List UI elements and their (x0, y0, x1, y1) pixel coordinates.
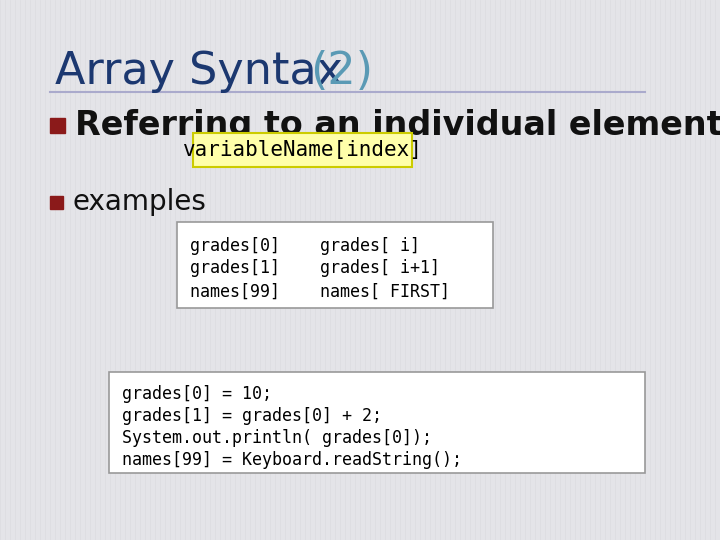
FancyBboxPatch shape (109, 372, 645, 473)
Text: grades[1] = grades[0] + 2;: grades[1] = grades[0] + 2; (122, 407, 382, 425)
Text: Array Syntax: Array Syntax (55, 50, 357, 93)
Text: Referring to an individual element: Referring to an individual element (75, 109, 720, 141)
Bar (50, 118, 65, 132)
Text: (2): (2) (310, 50, 373, 93)
Text: examples: examples (72, 188, 206, 216)
Text: grades[0] = 10;: grades[0] = 10; (122, 385, 272, 403)
Text: names[99]    names[ FIRST]: names[99] names[ FIRST] (190, 282, 450, 300)
Text: grades[1]    grades[ i+1]: grades[1] grades[ i+1] (190, 259, 440, 278)
Bar (50, 195, 63, 208)
Text: grades[0]    grades[ i]: grades[0] grades[ i] (190, 237, 420, 254)
Text: System.out.println( grades[0]);: System.out.println( grades[0]); (122, 429, 432, 447)
FancyBboxPatch shape (177, 222, 493, 308)
Text: variableName[index]: variableName[index] (183, 140, 423, 160)
Text: names[99] = Keyboard.readString();: names[99] = Keyboard.readString(); (122, 451, 462, 469)
FancyBboxPatch shape (193, 133, 412, 167)
